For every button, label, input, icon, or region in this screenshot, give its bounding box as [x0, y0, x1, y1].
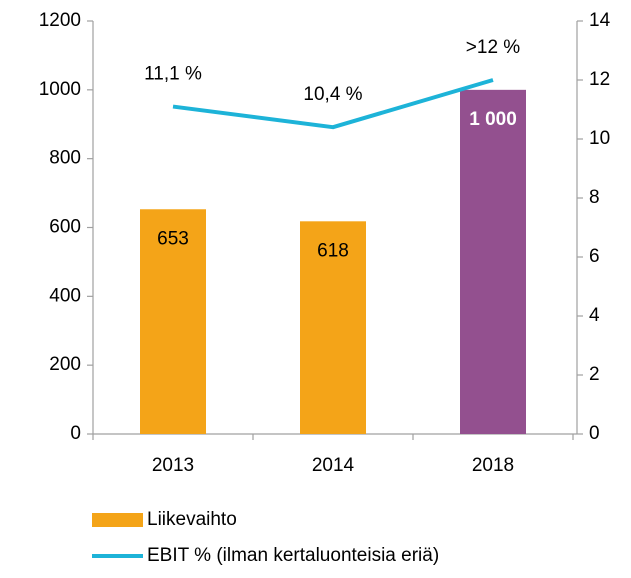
- y2-tick-label: 12: [589, 69, 610, 90]
- y-tick-label: 1000: [39, 79, 81, 100]
- bar-value-label: 618: [317, 240, 349, 261]
- y2-tick-label: 4: [589, 305, 600, 326]
- bar: [140, 209, 206, 434]
- bar: [460, 89, 526, 434]
- x-tick-label: 2018: [472, 455, 514, 476]
- line-value-label: 11,1 %: [144, 64, 202, 85]
- legend-label: Liikevaihto: [147, 509, 237, 530]
- line-value-label: 10,4 %: [303, 84, 362, 105]
- y-tick-label: 400: [49, 285, 81, 306]
- bar-value-label: 1 000: [469, 109, 517, 130]
- y2-tick-label: 0: [589, 423, 600, 444]
- line-value-label: >12 %: [466, 37, 521, 58]
- y-tick-label: 800: [49, 148, 81, 169]
- line: [172, 78, 494, 130]
- x-tick-label: 2014: [312, 455, 355, 476]
- y-tick-label: 200: [49, 354, 81, 375]
- y-tick-label: 0: [70, 423, 81, 444]
- x-tick-label: 2013: [152, 455, 194, 476]
- y2-tick-label: 10: [589, 128, 610, 149]
- bar: [300, 221, 366, 434]
- y2-tick-label: 8: [589, 187, 600, 208]
- y-tick-label: 1200: [39, 10, 81, 31]
- legend-label: EBIT % (ilman kertaluonteisia eriä): [147, 545, 439, 566]
- legend-swatch: [92, 513, 143, 527]
- y2-tick-label: 14: [589, 10, 611, 31]
- y2-tick-label: 6: [589, 246, 600, 267]
- bar-value-label: 653: [157, 228, 189, 249]
- y-tick-label: 600: [49, 217, 81, 238]
- y2-tick-label: 2: [589, 364, 600, 385]
